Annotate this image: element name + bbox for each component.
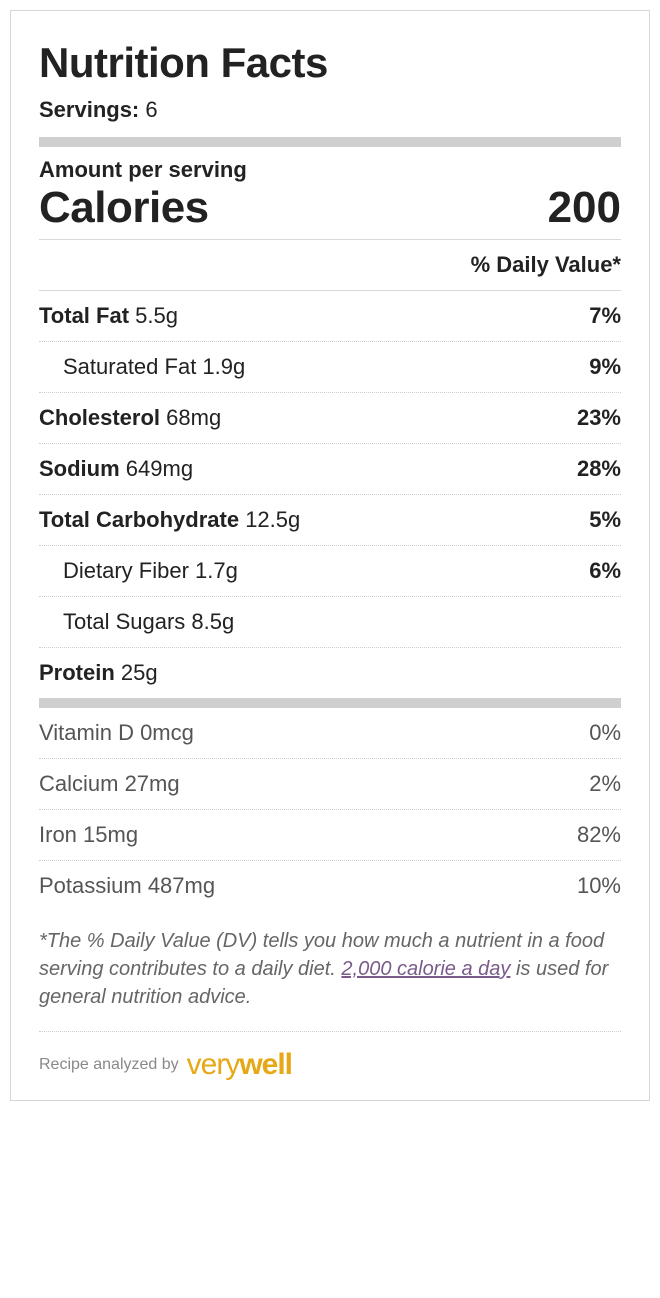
nutrient-name: Total Carbohydrate 12.5g (39, 507, 300, 533)
calories-value: 200 (548, 183, 621, 233)
panel-title: Nutrition Facts (39, 39, 621, 87)
calories-row: Calories 200 (39, 183, 621, 240)
nutrient-row: Total Carbohydrate 12.5g 5% (39, 495, 621, 546)
nutrient-amount: 649mg (126, 456, 193, 481)
nutrient-row: Protein 25g (39, 648, 621, 698)
vitamin-dv: 2% (589, 771, 621, 797)
brand-part2: well (239, 1048, 292, 1081)
nutrient-label: Sodium (39, 456, 126, 481)
nutrient-dv: 28% (577, 456, 621, 482)
nutrient-row: Dietary Fiber 1.7g 6% (39, 546, 621, 597)
nutrient-amount: 1.9g (202, 354, 245, 379)
vitamin-row: Calcium 27mg 2% (39, 759, 621, 810)
nutrient-amount: 5.5g (135, 303, 178, 328)
nutrient-name: Total Sugars 8.5g (63, 609, 234, 635)
vitamin-row: Vitamin D 0mcg 0% (39, 708, 621, 759)
nutrient-row: Cholesterol 68mg 23% (39, 393, 621, 444)
vitamin-dv: 0% (589, 720, 621, 746)
divider-bar (39, 698, 621, 708)
vitamin-row: Potassium 487mg 10% (39, 861, 621, 911)
analyzed-label: Recipe analyzed by (39, 1056, 179, 1074)
brand-logo: verywell (187, 1048, 292, 1082)
nutrient-amount: 25g (121, 660, 158, 685)
nutrient-dv: 5% (589, 507, 621, 533)
nutrient-label: Dietary Fiber (63, 558, 195, 583)
servings-row: Servings: 6 (39, 97, 621, 137)
nutrient-row: Sodium 649mg 28% (39, 444, 621, 495)
nutrient-dv: 7% (589, 303, 621, 329)
nutrient-label: Total Sugars (63, 609, 191, 634)
nutrient-amount: 12.5g (245, 507, 300, 532)
nutrient-name: Sodium 649mg (39, 456, 193, 482)
divider-bar (39, 137, 621, 147)
nutrition-facts-panel: Nutrition Facts Servings: 6 Amount per s… (10, 10, 650, 1101)
nutrient-label: Total Carbohydrate (39, 507, 245, 532)
vitamin-name: Potassium 487mg (39, 873, 215, 899)
nutrient-label: Cholesterol (39, 405, 166, 430)
brand-part1: very (187, 1048, 240, 1081)
nutrient-row: Total Sugars 8.5g (39, 597, 621, 648)
nutrient-row: Saturated Fat 1.9g 9% (39, 342, 621, 393)
vitamin-row: Iron 15mg 82% (39, 810, 621, 861)
nutrient-name: Cholesterol 68mg (39, 405, 221, 431)
nutrient-label: Saturated Fat (63, 354, 202, 379)
calorie-link[interactable]: 2,000 calorie a day (341, 958, 510, 980)
vitamin-name: Vitamin D 0mcg (39, 720, 194, 746)
footnote: *The % Daily Value (DV) tells you how mu… (39, 911, 621, 1032)
nutrient-amount: 1.7g (195, 558, 238, 583)
nutrient-dv: 9% (589, 354, 621, 380)
nutrient-name: Total Fat 5.5g (39, 303, 178, 329)
vitamin-name: Iron 15mg (39, 822, 138, 848)
vitamin-dv: 10% (577, 873, 621, 899)
nutrient-amount: 8.5g (191, 609, 234, 634)
nutrient-dv: 6% (589, 558, 621, 584)
nutrient-dv: 23% (577, 405, 621, 431)
nutrient-name: Protein 25g (39, 660, 158, 686)
nutrient-amount: 68mg (166, 405, 221, 430)
daily-value-header: % Daily Value* (39, 240, 621, 291)
nutrient-row: Total Fat 5.5g 7% (39, 291, 621, 342)
vitamins-list: Vitamin D 0mcg 0% Calcium 27mg 2% Iron 15mg 8… (39, 708, 621, 911)
nutrient-name: Dietary Fiber 1.7g (63, 558, 238, 584)
servings-label: Servings: (39, 97, 139, 122)
calories-label: Calories (39, 183, 209, 233)
nutrient-label: Total Fat (39, 303, 135, 328)
vitamin-dv: 82% (577, 822, 621, 848)
servings-value: 6 (145, 97, 157, 122)
nutrient-label: Protein (39, 660, 121, 685)
analyzed-by-row: Recipe analyzed by verywell (39, 1032, 621, 1082)
vitamin-name: Calcium 27mg (39, 771, 180, 797)
amount-per-serving-label: Amount per serving (39, 147, 621, 183)
nutrient-name: Saturated Fat 1.9g (63, 354, 245, 380)
macros-list: Total Fat 5.5g 7% Saturated Fat 1.9g 9% Chol… (39, 291, 621, 698)
